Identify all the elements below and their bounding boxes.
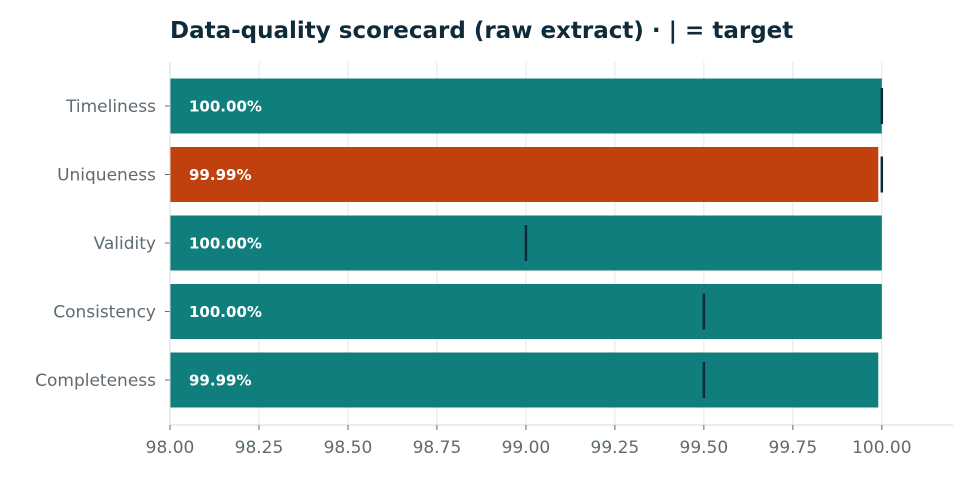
bar-value-label: 100.00% bbox=[189, 98, 262, 116]
bar bbox=[170, 284, 882, 339]
x-tick-label: 100.00 bbox=[852, 438, 911, 458]
axes: Timeliness Uniqueness Validity Consistency C… bbox=[35, 62, 953, 458]
target-markers bbox=[524, 88, 884, 398]
bar-value-label: 99.99% bbox=[189, 372, 251, 390]
x-tick-label: 98.50 bbox=[324, 438, 373, 458]
x-tick-label: 99.75 bbox=[769, 438, 818, 458]
x-tick-label: 99.00 bbox=[502, 438, 551, 458]
y-tick-label: Uniqueness bbox=[57, 166, 156, 186]
x-tick-label: 98.00 bbox=[146, 438, 195, 458]
bar bbox=[170, 78, 882, 134]
y-tick-label: Validity bbox=[94, 234, 156, 254]
y-tick-label: Completeness bbox=[35, 371, 156, 391]
bar-value-label: 99.99% bbox=[189, 166, 251, 184]
x-tick-label: 99.50 bbox=[680, 438, 729, 458]
x-tick-label: 98.25 bbox=[235, 438, 284, 458]
x-tick-label: 98.75 bbox=[413, 438, 462, 458]
bar bbox=[170, 352, 879, 408]
x-tick-label: 99.25 bbox=[591, 438, 640, 458]
bar-value-label: 100.00% bbox=[189, 303, 262, 321]
bar bbox=[170, 147, 879, 202]
chart-title: Data-quality scorecard (raw extract) · |… bbox=[170, 18, 794, 44]
y-tick-label: Consistency bbox=[53, 303, 156, 323]
bar-value-label: 100.00% bbox=[189, 235, 262, 253]
y-tick-label: Timeliness bbox=[65, 97, 156, 117]
